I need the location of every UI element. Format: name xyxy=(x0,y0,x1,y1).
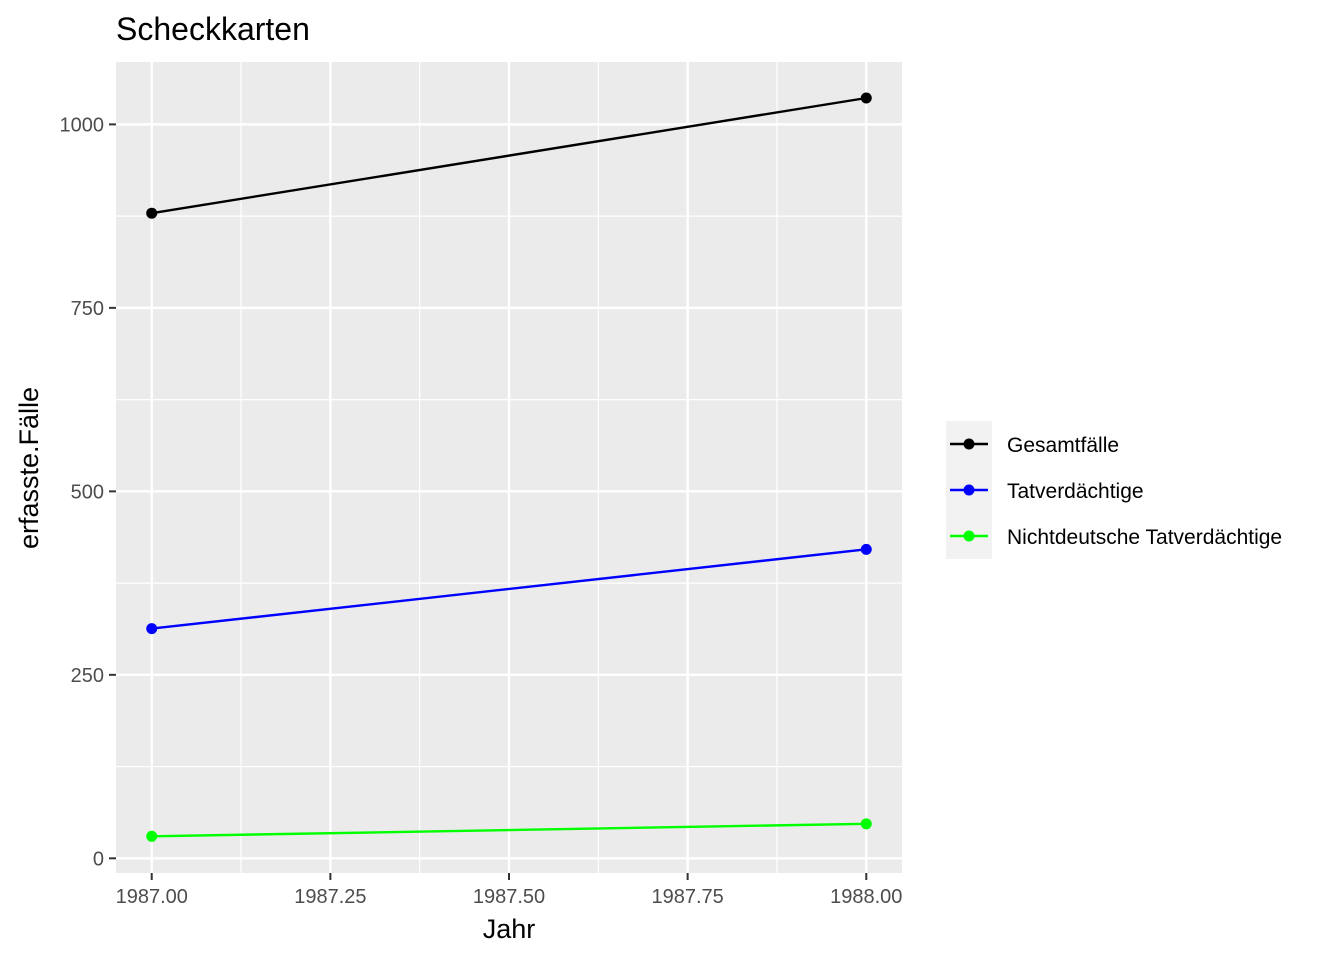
series-layer xyxy=(146,92,872,842)
data-point xyxy=(146,623,158,635)
x-axis-title: Jahr xyxy=(483,914,536,944)
legend-label: Tatverdächtige xyxy=(1007,480,1144,503)
data-point xyxy=(860,818,872,830)
y-axis: 0 250 500 750 1000 xyxy=(60,114,116,870)
x-tick-label: 1987.50 xyxy=(473,886,545,908)
data-point xyxy=(146,830,158,842)
y-tick-label: 0 xyxy=(93,848,104,870)
legend-key-point xyxy=(963,484,975,496)
y-tick-label: 1000 xyxy=(60,114,105,136)
data-point xyxy=(860,543,872,555)
y-axis-title: erfasste.Fälle xyxy=(14,387,44,549)
chart-title: Scheckkarten xyxy=(116,11,310,47)
y-tick-label: 250 xyxy=(71,665,104,687)
data-point xyxy=(860,92,872,104)
y-tick-label: 750 xyxy=(71,298,104,320)
y-tick-label: 500 xyxy=(71,481,104,503)
series-line-1 xyxy=(151,548,867,630)
x-axis: 1987.00 1987.25 1987.50 1987.75 1988.00 xyxy=(116,873,902,908)
major-gridlines xyxy=(116,62,902,873)
x-tick-label: 1987.25 xyxy=(294,886,366,908)
series-line-0 xyxy=(151,96,867,215)
legend-label: Nichtdeutsche Tatverdächtige xyxy=(1007,526,1282,549)
x-tick-label: 1987.00 xyxy=(116,886,188,908)
legend-key-point xyxy=(963,438,975,450)
legend-label: Gesamtfälle xyxy=(1007,434,1119,457)
series-line-2 xyxy=(151,822,867,838)
x-tick-label: 1988.00 xyxy=(830,886,902,908)
legend-key-point xyxy=(963,530,975,542)
legend: Gesamtfälle Tatverdächtige Nichtdeutsche T… xyxy=(946,421,1282,559)
data-point xyxy=(146,207,158,219)
x-tick-label: 1987.75 xyxy=(651,886,723,908)
